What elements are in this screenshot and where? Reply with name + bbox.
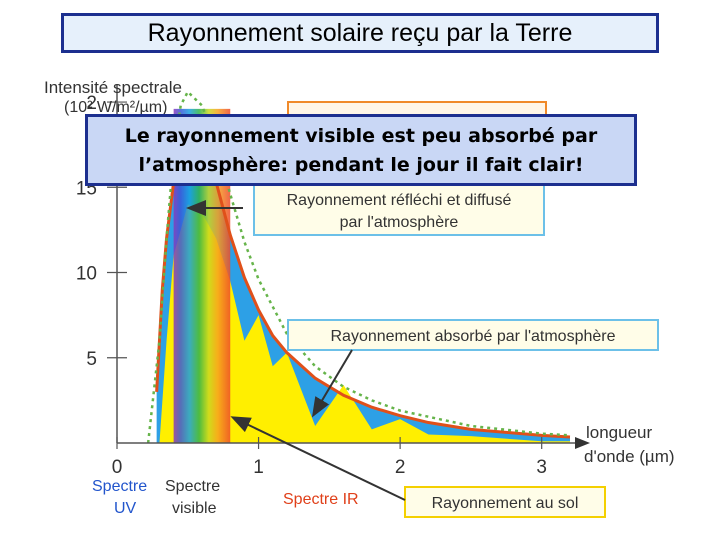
reflected-label-line1: Rayonnement réfléchi et diffusé	[287, 192, 512, 209]
uv-band-label-line2: UV	[114, 500, 137, 517]
absorbed-arrow	[311, 349, 353, 418]
y-tick-label: 10	[76, 264, 97, 285]
ground-arrow	[230, 416, 406, 501]
x-axis-label-line2: d'onde (µm)	[584, 447, 675, 466]
y-axis-label-line2: (10² W/m²/µm)	[64, 99, 167, 116]
x-tick-label: 0	[112, 457, 123, 478]
x-tick-label: 1	[253, 457, 264, 478]
y-tick-label: 2	[86, 93, 97, 114]
reflected-label-line2: par l'atmosphère	[340, 214, 459, 231]
absorbed-label: Rayonnement absorbé par l'atmosphère	[331, 328, 616, 345]
y-tick-label: 5	[86, 349, 97, 370]
page-title: Rayonnement solaire reçu par la Terre	[61, 13, 659, 53]
uv-band-label-line1: Spectre	[92, 478, 147, 495]
ground-label-box	[404, 486, 606, 518]
blackbody-curve	[146, 89, 571, 444]
callout-line1: Le rayonnement visible est peu absorbé p…	[124, 125, 598, 147]
x-tick-label: 2	[395, 457, 406, 478]
callout-box: Le rayonnement visible est peu absorbé p…	[85, 114, 637, 186]
ir-band-label: Spectre IR	[283, 491, 359, 508]
x-axis-label-line1: longueur	[586, 423, 653, 442]
visible-band-label-line1: Spectre	[165, 478, 220, 495]
absorbed-label-box	[287, 319, 659, 351]
reflected-label-box	[253, 184, 545, 236]
y-axis-label-line1: Intensité spectrale	[44, 78, 182, 97]
callout-line2: l’atmosphère: pendant le jour il fait cl…	[138, 154, 584, 176]
ground-area	[159, 204, 570, 443]
visible-band-label-line2: visible	[172, 500, 217, 517]
x-tick-label: 3	[536, 457, 547, 478]
ground-label: Rayonnement au sol	[432, 495, 579, 512]
